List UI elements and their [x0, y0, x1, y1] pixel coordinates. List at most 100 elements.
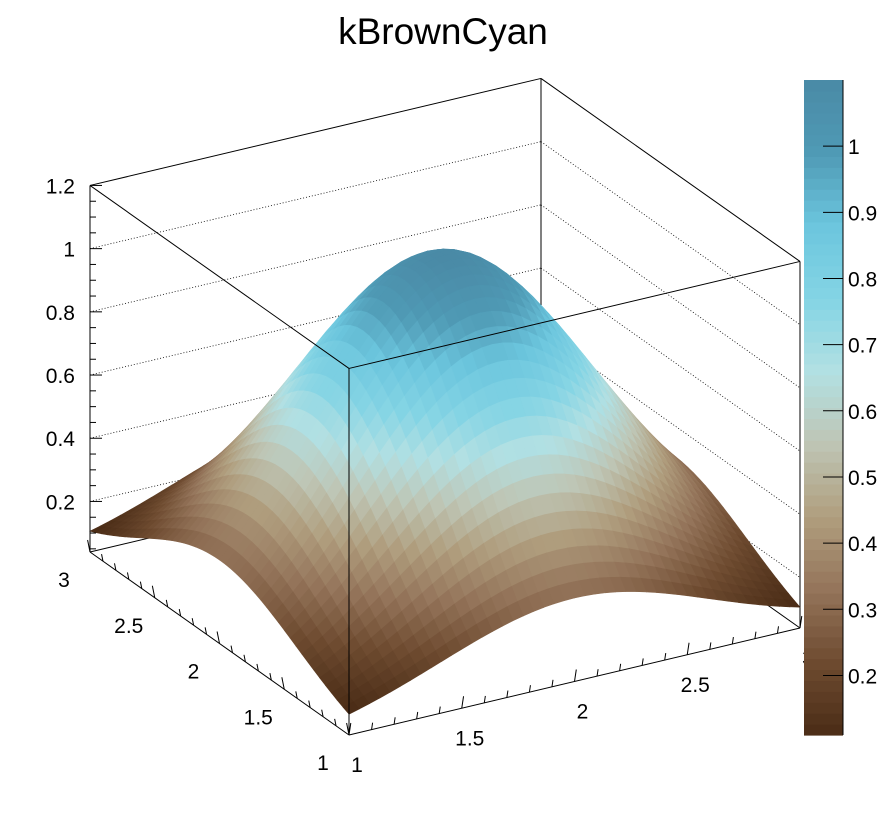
z-tick-label: 0.8: [46, 302, 75, 325]
y-tick-label: 3: [58, 569, 70, 592]
colorbar-tick-label: 0.8: [848, 268, 877, 291]
colorbar-band: [804, 527, 843, 540]
colorbar-tick-label: 0.7: [848, 335, 877, 358]
y-tick-label: 2: [188, 661, 200, 684]
box-edge: [348, 260, 801, 369]
y-axis-tick: [204, 627, 208, 635]
box-edge: [89, 77, 542, 186]
colorbar-tick-label: 0.5: [848, 467, 877, 490]
x-axis-tick: [731, 636, 734, 645]
colorbar-band: [804, 309, 843, 321]
colorbar-band: [804, 494, 843, 507]
x-axis-tick: [348, 722, 352, 736]
colorbar-tick-label: 0.2: [848, 665, 877, 688]
colorbar-band: [804, 123, 843, 136]
x-axis-tick: [483, 695, 486, 703]
colorbar-band: [804, 211, 843, 223]
colorbar-tick-label: 1: [848, 136, 860, 159]
colorbar-band: [804, 101, 843, 114]
x-axis-tick: [664, 653, 667, 661]
colorbar-band: [804, 80, 843, 92]
y-tick-label: 2.5: [114, 615, 143, 638]
front-frame: [89, 185, 801, 735]
colorbar-band: [804, 167, 843, 179]
colorbar-band: [804, 189, 843, 201]
y-axis-tick: [101, 554, 104, 562]
x-tick-label: 2.5: [681, 674, 710, 697]
colorbar-band: [804, 385, 843, 398]
colorbar-band: [804, 702, 843, 714]
colorbar-band: [804, 352, 843, 365]
x-axis-tick: [371, 722, 374, 730]
colorbar-band: [804, 178, 843, 190]
x-axis-tick: [574, 669, 577, 682]
x-axis-tick: [754, 631, 757, 639]
colorbar-band: [804, 680, 843, 692]
chart-title: kBrownCyan: [338, 11, 548, 52]
y-axis-tick: [295, 691, 298, 699]
x-axis-tick: [596, 669, 599, 677]
y-axis-tick: [126, 572, 130, 580]
x-axis-tick: [686, 642, 690, 655]
colorbar-tick-label: 0.4: [848, 533, 878, 556]
y-axis-tick: [256, 663, 259, 672]
colorbar-band: [804, 691, 843, 703]
y-axis-tick: [346, 722, 350, 736]
z-gridline: [89, 204, 542, 313]
y-axis-tick: [269, 673, 272, 681]
colorbar-band: [804, 298, 843, 310]
colorbar-band: [804, 363, 843, 376]
x-tick-label: 1: [351, 754, 363, 777]
colorbar-band: [804, 636, 843, 649]
x-axis-tick: [461, 696, 465, 709]
x-axis-tick: [551, 679, 554, 687]
colorbar-band: [804, 625, 843, 638]
y-axis-tick: [191, 618, 195, 626]
colorbar-band: [804, 232, 843, 245]
colorbar-band: [804, 516, 843, 529]
colorbar-band: [804, 560, 843, 572]
z-gridline: [540, 267, 801, 452]
colorbar-band: [804, 582, 843, 594]
colorbar-band: [804, 473, 843, 485]
colorbar-band: [804, 505, 843, 518]
colorbar-band: [804, 538, 843, 551]
y-axis-tick: [243, 654, 246, 662]
colorbar-band: [804, 265, 843, 278]
x-tick-label: 1.5: [455, 727, 484, 750]
y-axis-tick: [165, 599, 169, 607]
box-edge: [540, 78, 801, 262]
colorbar-band: [804, 112, 843, 125]
colorbar-band: [804, 647, 843, 660]
x-axis-tick: [506, 690, 509, 698]
y-axis-tick: [321, 709, 324, 717]
x-axis-tick: [709, 642, 712, 650]
x-axis-tick: [393, 717, 396, 725]
colorbar-band: [804, 320, 843, 332]
colorbar-band: [804, 396, 843, 409]
colorbar-band: [804, 451, 843, 463]
y-axis-tick: [334, 718, 337, 726]
z-gridline: [540, 141, 801, 325]
colorbar-band: [804, 462, 843, 474]
colorbar-band: [804, 134, 843, 147]
y-axis-tick: [151, 585, 156, 598]
colorbar-band: [804, 418, 843, 430]
colorbar-band: [804, 287, 843, 299]
colorbar-band: [804, 221, 843, 234]
colorbar-band: [804, 156, 843, 168]
colorbar-band: [804, 276, 843, 289]
colorbar-band: [804, 614, 843, 627]
y-axis-tick: [216, 631, 220, 644]
x-axis-tick: [641, 658, 644, 666]
colorbar-band: [804, 429, 843, 441]
x-tick-label: 2: [577, 701, 589, 724]
colorbar-band: [804, 571, 843, 583]
y-axis-tick: [281, 677, 285, 690]
y-axis-tick: [139, 581, 143, 589]
colorbar-band: [804, 374, 843, 387]
colorbar-band: [804, 200, 843, 212]
colorbar-band: [804, 724, 843, 736]
colorbar-band: [804, 254, 843, 267]
